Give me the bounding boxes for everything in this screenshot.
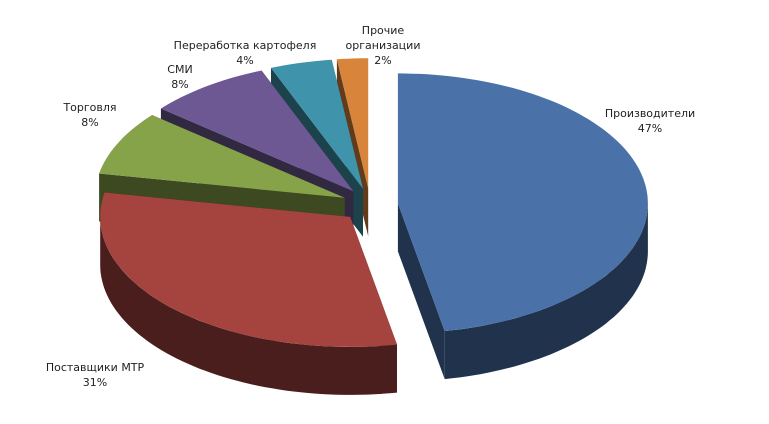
slice-top	[271, 59, 363, 189]
slice-side	[397, 203, 445, 380]
value-label: 31%	[82, 376, 108, 389]
data-label: СМИ 8%	[167, 62, 192, 92]
slice-wall	[100, 216, 397, 395]
slice-top	[336, 58, 369, 189]
category-label: Переработка картофеля	[173, 39, 317, 52]
value-label: 8%	[81, 116, 99, 129]
data-label: Поставщики МТР 31%	[46, 360, 144, 390]
slice-wall	[444, 203, 648, 380]
data-label: Переработка картофеля 4%	[174, 38, 317, 68]
slice-top	[397, 73, 648, 332]
value-label: 4%	[236, 54, 254, 67]
value-label: 2%	[374, 54, 392, 67]
slice-top	[99, 115, 345, 198]
slice	[100, 192, 397, 395]
data-label: Торговля 8%	[63, 100, 116, 130]
slice-top	[100, 192, 397, 347]
data-label: Прочие организации 2%	[343, 23, 423, 68]
category-label: СМИ	[167, 63, 193, 76]
value-label: 47%	[637, 122, 663, 135]
category-label: Производители	[604, 107, 696, 120]
value-label: 8%	[171, 78, 189, 91]
category-label: Прочие организации	[345, 24, 421, 52]
slice-top	[160, 70, 354, 192]
category-label: Торговля	[63, 101, 117, 114]
slice	[397, 73, 648, 380]
data-label: Производители 47%	[605, 106, 695, 136]
category-label: Поставщики МТР	[45, 361, 145, 374]
